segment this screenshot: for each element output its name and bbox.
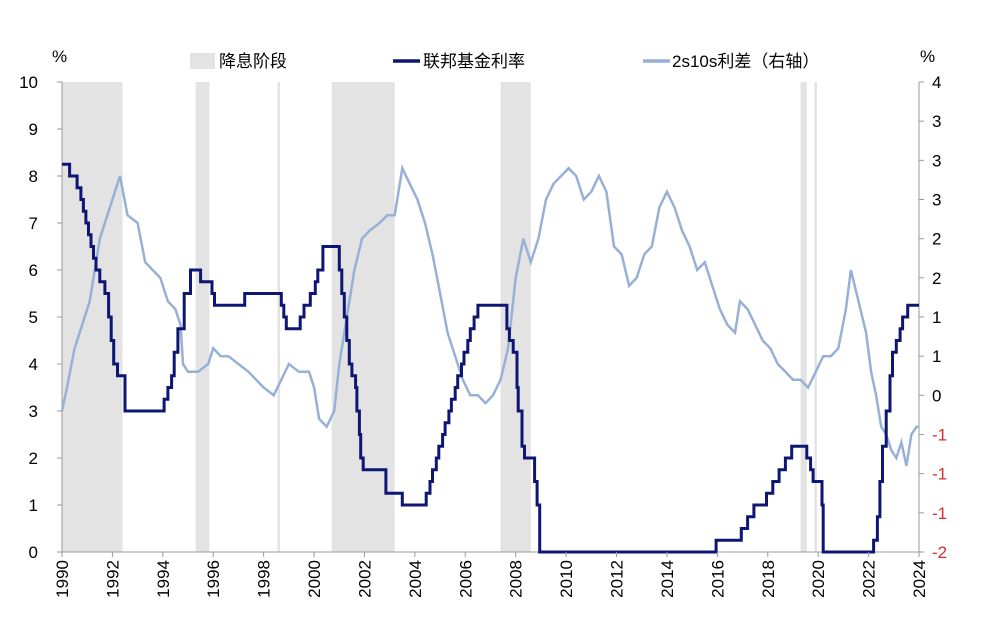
left-tick-label: 10 bbox=[19, 73, 38, 92]
x-tick-label: 2020 bbox=[809, 560, 828, 598]
left-tick-label: 4 bbox=[29, 355, 38, 374]
right-tick-label: 3 bbox=[932, 191, 941, 210]
left-tick-label: 2 bbox=[29, 449, 38, 468]
right-tick-label: -2 bbox=[932, 543, 947, 562]
easing-band-4 bbox=[500, 82, 531, 552]
easing-band-6 bbox=[814, 82, 817, 552]
x-tick-label: 2008 bbox=[507, 560, 526, 598]
series-line-fed-funds bbox=[62, 162, 919, 554]
legend-label-easing: 降息阶段 bbox=[219, 52, 287, 71]
right-tick-label: 2 bbox=[932, 269, 941, 288]
right-tick-label: -1 bbox=[932, 504, 947, 523]
right-axis-ticks: -2 -1 -1 -1 0 1 1 2 2 3 3 3 4 bbox=[919, 73, 947, 562]
left-axis-ticks: 0 1 2 3 4 5 6 7 8 9 10 bbox=[19, 73, 62, 562]
left-tick-label: 6 bbox=[29, 261, 38, 280]
x-tick-label: 1998 bbox=[255, 560, 274, 598]
right-tick-label: 1 bbox=[932, 308, 941, 327]
x-axis-ticks: 1990 1992 1994 1996 1998 2000 2002 2004 2006 2008… bbox=[53, 552, 929, 598]
right-tick-label: 3 bbox=[932, 112, 941, 131]
x-tick-label: 2024 bbox=[910, 560, 929, 598]
x-tick-label: 2002 bbox=[355, 560, 374, 598]
legend-swatch-easing bbox=[190, 53, 215, 69]
x-tick-label: 2010 bbox=[557, 560, 576, 598]
x-tick-label: 1996 bbox=[204, 560, 223, 598]
easing-band-0 bbox=[62, 82, 123, 552]
easing-band-2 bbox=[277, 82, 281, 552]
legend-label-spread: 2s10s利差（右轴） bbox=[672, 52, 819, 71]
left-tick-label: 8 bbox=[29, 167, 38, 186]
x-tick-label: 2004 bbox=[406, 560, 425, 598]
left-tick-label: 3 bbox=[29, 402, 38, 421]
series-line-2s10s-spread bbox=[60, 164, 919, 467]
x-tick-label: 2006 bbox=[456, 560, 475, 598]
left-tick-label: 9 bbox=[29, 120, 38, 139]
x-tick-label: 2000 bbox=[305, 560, 324, 598]
left-axis-unit: % bbox=[52, 47, 67, 66]
x-tick-label: 2016 bbox=[708, 560, 727, 598]
right-tick-label: 0 bbox=[932, 386, 941, 405]
easing-band-5 bbox=[800, 82, 807, 552]
x-tick-label: 2014 bbox=[658, 560, 677, 598]
legend-label-fed-funds: 联邦基金利率 bbox=[423, 52, 525, 71]
legend: 降息阶段 联邦基金利率 2s10s利差（右轴） bbox=[190, 52, 819, 71]
easing-band-1 bbox=[195, 82, 210, 552]
left-tick-label: 7 bbox=[29, 214, 38, 233]
x-tick-label: 2018 bbox=[759, 560, 778, 598]
right-tick-label: -1 bbox=[932, 465, 947, 484]
left-tick-label: 1 bbox=[29, 496, 38, 515]
right-tick-label: 2 bbox=[932, 230, 941, 249]
right-axis-unit: % bbox=[920, 47, 935, 66]
axes bbox=[61, 82, 920, 553]
x-tick-label: 2012 bbox=[608, 560, 627, 598]
series-layer bbox=[60, 162, 919, 554]
left-tick-label: 0 bbox=[29, 543, 38, 562]
x-tick-label: 1990 bbox=[53, 560, 72, 598]
easing-band-3 bbox=[331, 82, 395, 552]
x-tick-label: 1994 bbox=[154, 560, 173, 598]
easing-period-bands bbox=[62, 82, 817, 552]
right-tick-label: 3 bbox=[932, 151, 941, 170]
left-tick-label: 5 bbox=[29, 308, 38, 327]
x-tick-label: 2022 bbox=[860, 560, 879, 598]
right-tick-label: -1 bbox=[932, 426, 947, 445]
x-tick-label: 1992 bbox=[103, 560, 122, 598]
right-tick-label: 1 bbox=[932, 347, 941, 366]
right-tick-label: 4 bbox=[932, 73, 941, 92]
